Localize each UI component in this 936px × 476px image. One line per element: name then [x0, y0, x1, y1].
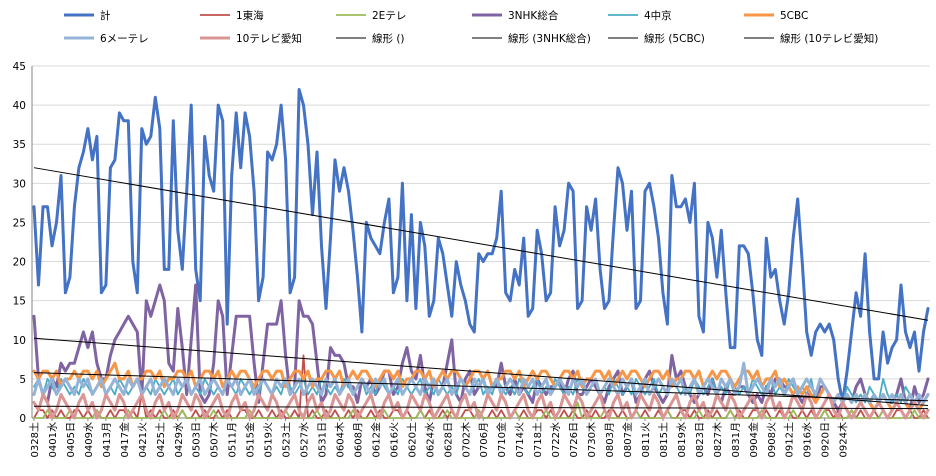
- x-tick-label: 0831月: [730, 422, 742, 457]
- x-tick-label: 0908火: [766, 422, 778, 457]
- y-tick-label: 35: [13, 139, 26, 151]
- x-tick-labels: 0328土 0401水 0405日 0409水 0413月 0417金 0421火 0425土…: [28, 418, 850, 457]
- legend: 計 1東海 2Eテレ 3NHK総合 4中京 5CBC 6メーテレ 10テレビ愛知 線形 () 線形…: [64, 9, 878, 45]
- x-tick-label: 0803月: [604, 422, 616, 457]
- legend-label: 線形 (10テレビ愛知): [780, 32, 878, 45]
- x-tick-label: 0507木: [209, 422, 221, 457]
- x-tick-label: 0706月: [478, 422, 490, 457]
- x-tick-label: 0920日: [821, 422, 832, 457]
- x-tick-label: 0624水: [424, 422, 436, 457]
- x-tick-label: 0714火: [514, 422, 526, 457]
- x-tick-label: 0807金: [621, 422, 634, 457]
- y-tick-label: 10: [13, 335, 26, 347]
- x-tick-label: 0924木: [838, 422, 850, 457]
- x-tick-label: 0912土: [783, 422, 796, 457]
- y-tick-label: 45: [13, 61, 26, 73]
- x-tick-label: 0702木: [460, 422, 472, 457]
- x-tick-label: 0409水: [83, 422, 95, 457]
- x-tick-label: 0916水: [802, 422, 814, 457]
- x-tick-label: 0722水: [550, 422, 562, 457]
- y-tick-labels: 0 5 10 15 20 25 30 35 40 45: [13, 61, 26, 425]
- x-tick-label: 0815土: [657, 422, 670, 457]
- x-tick-label: 0608月: [352, 422, 364, 457]
- series-line-0: [32, 88, 930, 404]
- x-tick-label: 0730木: [586, 422, 598, 457]
- x-tick-label: 0628日: [443, 422, 454, 457]
- x-tick-label: 0429水: [173, 422, 185, 457]
- legend-label: 線形 (5CBC): [644, 32, 705, 45]
- axes: [31, 66, 930, 419]
- trendline-3: [33, 405, 929, 410]
- x-tick-label: 0511月: [227, 422, 239, 457]
- x-tick-label: 0726日: [569, 422, 580, 457]
- x-tick-label: 0616火: [388, 422, 400, 457]
- x-tick-label: 0710金: [495, 422, 508, 457]
- x-tick-label: 0523土: [280, 422, 293, 457]
- trend-lines: [33, 167, 929, 410]
- series-line-7: [32, 393, 930, 420]
- y-tick-label: 20: [13, 257, 26, 269]
- legend-label: 6メーテレ: [100, 33, 149, 45]
- x-tick-label: 0811火: [640, 422, 652, 457]
- legend-label: 1東海: [236, 9, 264, 22]
- y-tick-label: 30: [13, 178, 26, 190]
- x-tick-label: 0328土: [28, 422, 41, 457]
- legend-label: 10テレビ愛知: [236, 32, 302, 45]
- x-tick-label: 0604木: [334, 422, 346, 457]
- x-tick-label: 0718土: [531, 422, 544, 457]
- trendline-1: [33, 337, 929, 406]
- x-tick-label: 0527水: [299, 422, 311, 457]
- x-tick-label: 0612金: [369, 422, 382, 457]
- x-tick-label: 0515金: [244, 422, 257, 457]
- legend-label: 線形 (): [372, 32, 405, 45]
- legend-label: 4中京: [644, 9, 672, 22]
- legend-label: 計: [100, 9, 111, 22]
- legend-label: 2Eテレ: [372, 10, 406, 22]
- y-tick-label: 15: [13, 296, 26, 308]
- x-tick-label: 0503日: [192, 422, 203, 457]
- x-tick-label: 0417金: [118, 422, 131, 457]
- x-tick-label: 0401水: [47, 422, 59, 457]
- legend-label: 3NHK総合: [508, 9, 559, 22]
- x-tick-label: 0823日: [695, 422, 706, 457]
- series-line-5: [32, 361, 930, 412]
- series-lines: [32, 88, 930, 420]
- series-line-6: [32, 361, 930, 404]
- y-tick-label: 5: [19, 374, 26, 386]
- gridlines: [32, 65, 930, 419]
- y-tick-label: 25: [13, 217, 26, 229]
- x-tick-label: 0405日: [66, 422, 77, 457]
- x-tick-label: 0531日: [318, 422, 329, 457]
- trendline-0: [33, 167, 929, 321]
- x-tick-label: 0425土: [154, 422, 167, 457]
- x-tick-label: 0819水: [676, 422, 688, 457]
- y-tick-label: 0: [19, 413, 26, 425]
- legend-label: 5CBC: [780, 10, 808, 22]
- x-tick-label: 0421火: [137, 422, 149, 457]
- x-tick-label: 0413月: [101, 422, 113, 457]
- x-tick-label: 0904金: [747, 422, 760, 457]
- x-tick-label: 0519火: [263, 422, 275, 457]
- x-tick-label: 0827木: [712, 422, 724, 457]
- y-tick-label: 40: [13, 100, 26, 112]
- trendline-2: [33, 372, 929, 402]
- legend-label: 線形 (3NHK総合): [508, 32, 591, 45]
- x-tick-label: 0620土: [405, 422, 418, 457]
